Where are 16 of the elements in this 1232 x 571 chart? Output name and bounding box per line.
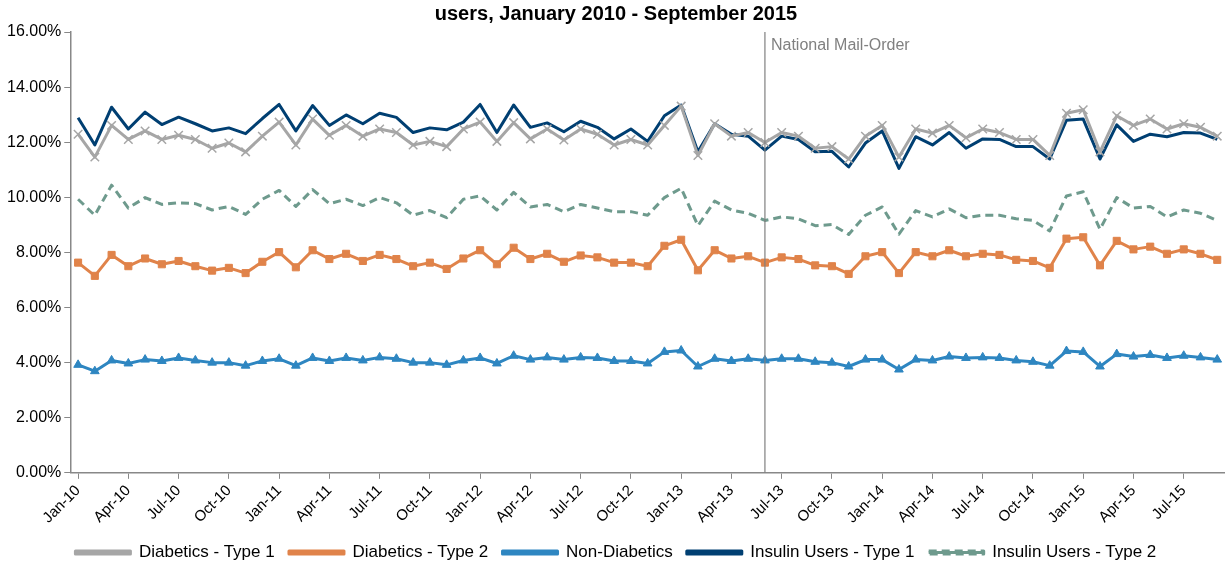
- legend-label: Insulin Users - Type 1: [750, 542, 915, 562]
- y-tick-label: 0.00%: [15, 463, 62, 481]
- y-tick-label: 16.00%: [7, 22, 62, 40]
- y-tick-label: 2.00%: [15, 408, 62, 426]
- y-tick-label: 6.00%: [15, 297, 62, 315]
- legend-label: Non-Diabetics: [566, 542, 673, 562]
- chart-title: users, January 2010 - September 2015: [434, 1, 798, 24]
- y-tick-label: 10.00%: [7, 187, 62, 205]
- legend-label: Insulin Users - Type 2: [992, 542, 1157, 562]
- y-tick-label: 4.00%: [15, 353, 62, 371]
- y-tick-label: 8.00%: [15, 242, 62, 260]
- y-tick-label: 12.00%: [7, 132, 62, 150]
- y-tick-label: 14.00%: [7, 77, 62, 95]
- ref-line-label: National Mail-Order: [770, 36, 911, 54]
- legend-label: Diabetics - Type 1: [138, 542, 275, 562]
- legend-label: Diabetics - Type 2: [352, 542, 489, 562]
